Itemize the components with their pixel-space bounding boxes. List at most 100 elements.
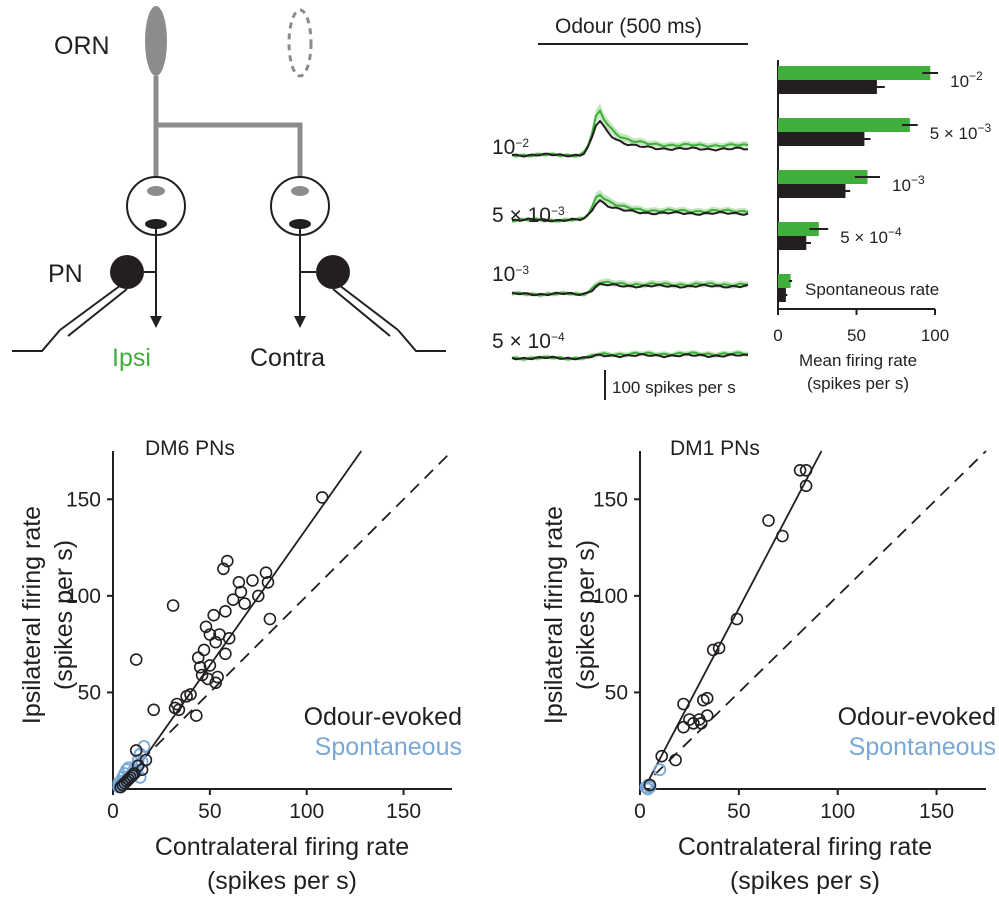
point-odour-evoked <box>184 688 197 701</box>
point-odour-evoked <box>730 612 744 626</box>
bar <box>778 236 807 250</box>
x-tick-label: 100 <box>820 800 855 823</box>
y-tick-label: 50 <box>78 681 101 704</box>
scatter-dm6-xlabel-2: (spikes per s) <box>207 867 357 895</box>
orn-contralateral-branch <box>156 122 303 185</box>
x-tick-label: 100 <box>921 326 949 345</box>
point-odour-evoked <box>234 585 248 599</box>
scale-bar-label: 100 spikes per s <box>612 378 736 397</box>
y-tick-label: 50 <box>605 681 628 704</box>
odour-label: Odour (500 ms) <box>555 15 702 38</box>
point-odour-evoked <box>211 670 224 684</box>
trace-row-label: 5 × 10−4 <box>492 330 565 353</box>
y-tick-label: 150 <box>66 488 101 511</box>
point-odour-evoked <box>191 651 205 665</box>
point-odour-evoked <box>669 753 682 767</box>
point-odour-evoked <box>263 612 277 626</box>
point-odour-evoked <box>238 597 251 610</box>
trace-contra <box>511 199 749 223</box>
scatter-dm6-ylabel-2: (spikes per s) <box>50 540 78 690</box>
point-odour-evoked <box>116 778 129 792</box>
ipsi-pn-soma <box>110 255 144 289</box>
bar-chart-xlabel-1: Mean firing rate <box>799 351 917 370</box>
scatter-dm1-legend-spont: Spontaneous <box>849 733 996 761</box>
point-odour-evoked <box>118 776 131 790</box>
point-odour-evoked <box>315 491 329 504</box>
contra-orn-terminal <box>291 186 309 196</box>
point-odour-evoked <box>129 744 143 757</box>
scatter-dm1-xlabel-2: (spikes per s) <box>730 867 880 895</box>
ipsi-pn-dendrite <box>145 219 167 229</box>
trace-contra <box>511 119 749 158</box>
bar-category-label: 5 × 10−4 <box>840 225 902 247</box>
scatter-dm1: DM1 PNs Ipsilateral firing rate (spikes … <box>540 437 996 895</box>
bar-category-label: 5 × 10−3 <box>930 121 992 143</box>
ipsi-orn-terminal <box>147 186 165 196</box>
scatter-dm6-legend-spont: Spontaneous <box>315 733 462 761</box>
scatter-dm6: DM6 PNs Ipsilateral firing rate (spikes … <box>18 437 462 895</box>
point-odour-evoked <box>209 676 222 690</box>
point-odour-evoked <box>226 593 240 607</box>
contra-pn-soma <box>316 255 350 289</box>
point-odour-evoked <box>712 641 726 655</box>
point-odour-evoked <box>246 574 259 587</box>
fit-line <box>647 450 823 783</box>
unity-line <box>639 450 987 790</box>
x-tick-label: 0 <box>107 800 119 823</box>
orn-cell-body <box>145 6 167 76</box>
point-odour-evoked <box>799 479 813 493</box>
y-tick-label: 100 <box>66 585 101 608</box>
point-odour-evoked <box>199 620 213 634</box>
point-odour-evoked <box>219 647 232 661</box>
trace-ipsi <box>511 351 749 361</box>
contra-label: Contra <box>250 344 325 372</box>
scatter-dm1-xlabel-1: Contralateral firing rate <box>678 833 932 861</box>
bar <box>778 80 877 94</box>
point-odour-evoked <box>232 575 246 589</box>
point-odour-evoked <box>694 716 708 730</box>
point-odour-evoked <box>135 763 149 777</box>
bar-category-label: Spontaneous rate <box>805 280 939 299</box>
x-tick-label: 0 <box>634 800 646 823</box>
point-odour-evoked <box>677 697 690 711</box>
trace-ipsi <box>511 193 749 223</box>
scatter-dm1-title: DM1 PNs <box>670 437 760 460</box>
scatter-dm1-ylabel-1: Ipsilateral firing rate <box>540 506 568 724</box>
ipsi-label: Ipsi <box>112 344 151 372</box>
scatter-dm1-legend-odour: Odour-evoked <box>838 703 996 731</box>
point-odour-evoked <box>203 659 217 672</box>
bar <box>778 66 931 80</box>
scatter-dm6-legend-odour: Odour-evoked <box>304 703 462 731</box>
trace-ipsi <box>511 108 749 158</box>
point-odour-evoked <box>193 660 207 674</box>
bar <box>778 288 786 302</box>
point-odour-evoked <box>219 604 232 618</box>
bar <box>778 222 819 236</box>
point-odour-evoked <box>793 463 807 477</box>
bar-category-label: 10−3 <box>892 173 925 195</box>
point-odour-evoked <box>201 672 215 686</box>
y-tick-label: 100 <box>593 585 628 608</box>
y-tick-label: 150 <box>593 488 628 511</box>
point-odour-evoked <box>131 759 145 773</box>
bar-category-label: 10−2 <box>950 69 983 91</box>
bar <box>778 132 865 146</box>
point-odour-evoked <box>222 631 236 645</box>
x-tick-label: 150 <box>386 800 421 823</box>
contra-recording-electrode <box>332 284 446 352</box>
bar-chart-xlabel-2: (spikes per s) <box>807 374 909 393</box>
contra-pn-dendrite <box>289 219 311 229</box>
bar <box>778 118 910 132</box>
pn-label: PN <box>48 260 83 288</box>
point-odour-evoked <box>209 635 222 649</box>
point-odour-evoked <box>197 643 211 657</box>
fit-line <box>120 450 363 793</box>
point-odour-evoked <box>172 703 186 717</box>
orn-label: ORN <box>54 32 110 60</box>
point-odour-evoked <box>655 749 669 763</box>
bar <box>778 184 846 198</box>
bar-chart: 10−2 5 × 10−3 10−3 5 × 10−4 Spontaneous rate… <box>773 60 991 393</box>
point-odour-evoked <box>147 703 160 717</box>
point-spontaneous <box>137 740 151 753</box>
contra-arrow <box>294 316 306 328</box>
